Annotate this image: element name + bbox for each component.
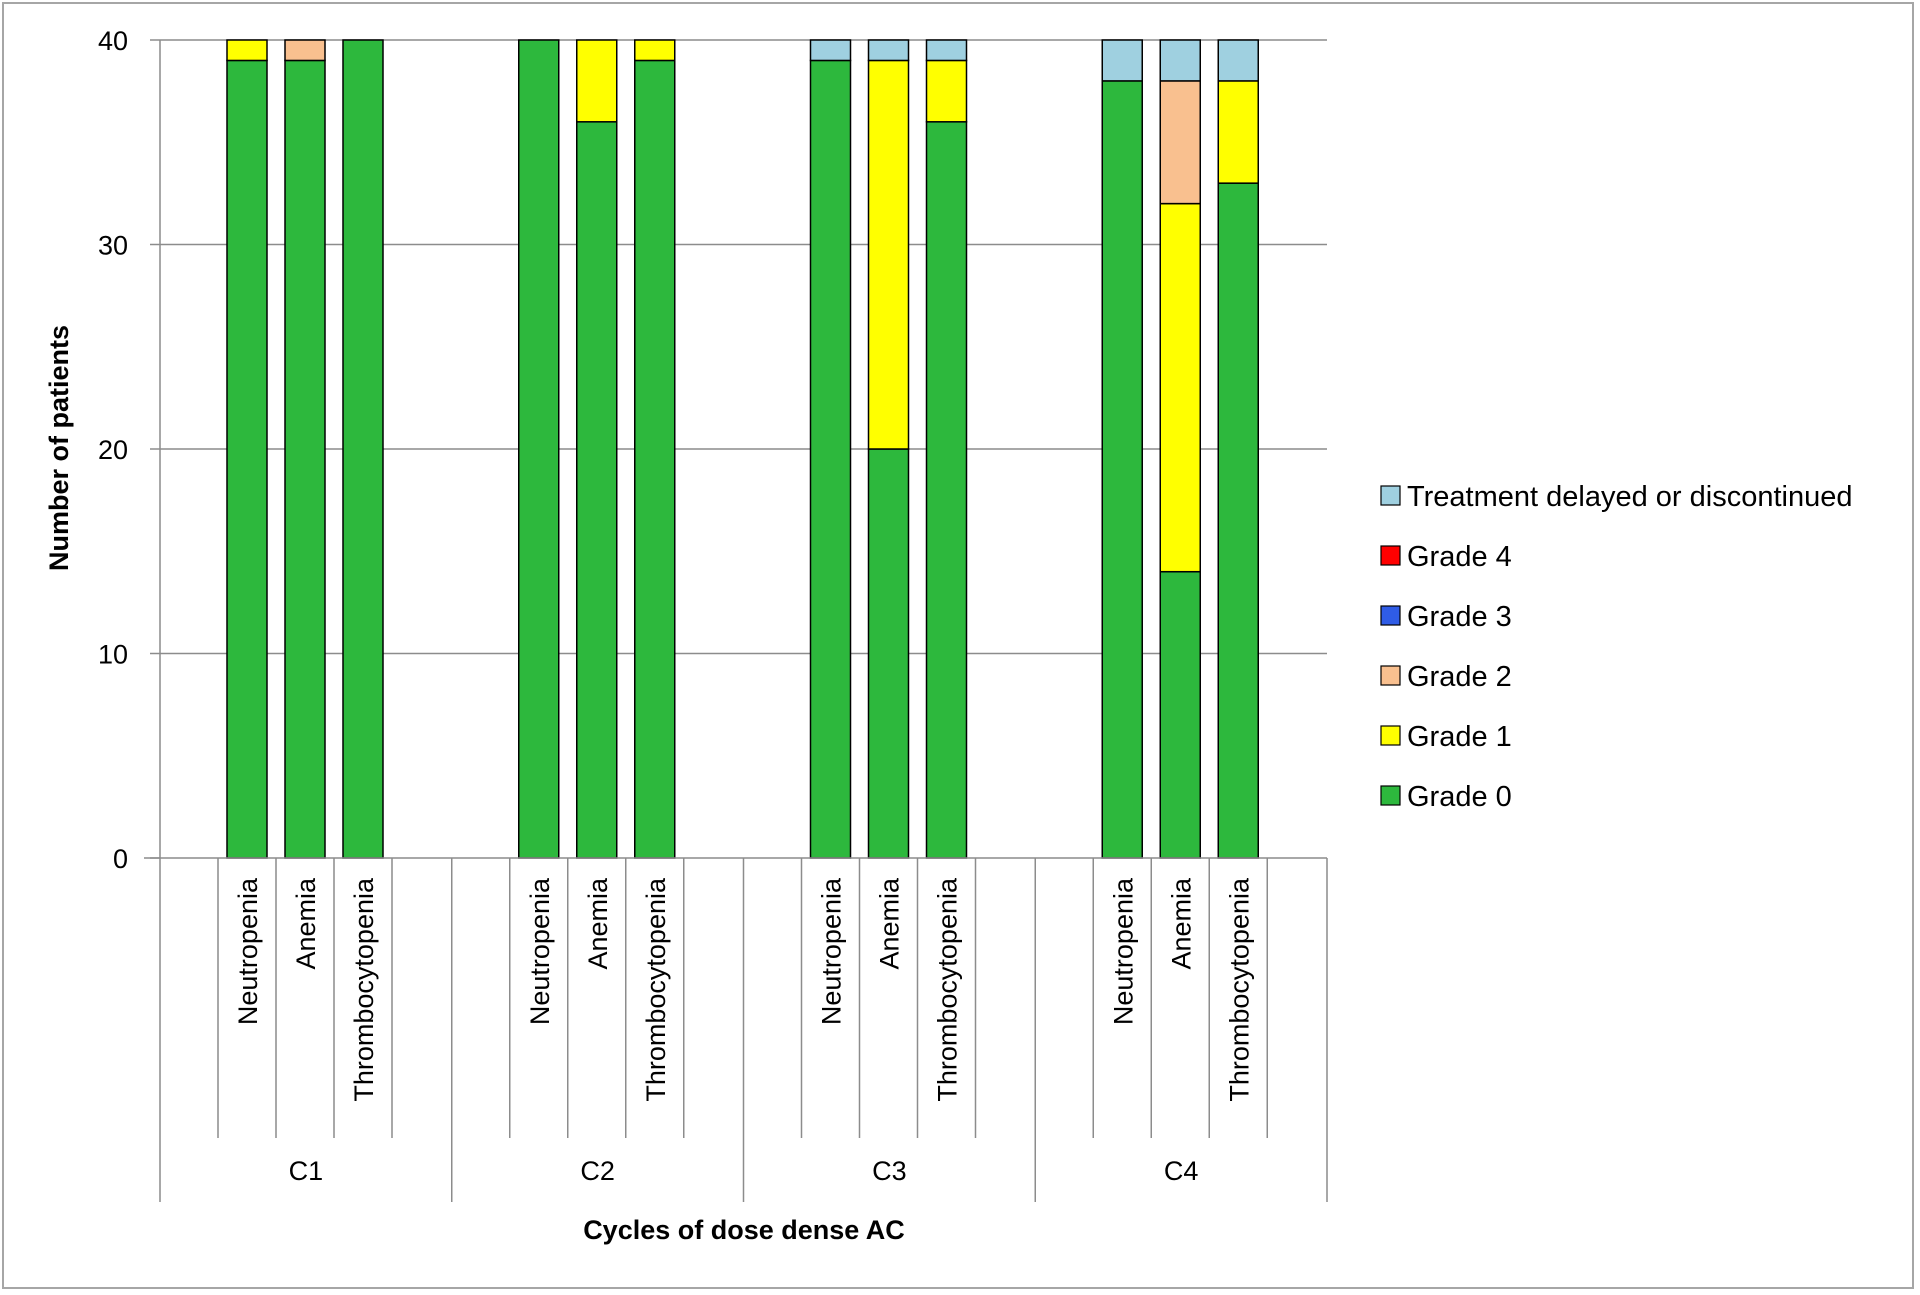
- y-tick-label-0: 0: [113, 844, 128, 874]
- y-axis-label: Number of patients: [44, 325, 74, 571]
- bar-C2-neutropenia-grade-0: [518, 39, 560, 859]
- legend-label-grade-0: Grade 0: [1407, 781, 1512, 813]
- legend-label-grade-4: Grade 4: [1407, 541, 1512, 573]
- bar-C2-thrombocytopenia-grade-0: [634, 59, 676, 859]
- bar-C4-anemia-grade-2: [1159, 80, 1201, 205]
- bar-C4-anemia-treatment-delayed-or-discontinued: [1159, 39, 1201, 82]
- bar-C4-anemia-grade-0: [1159, 570, 1201, 859]
- x-category-label-anemia: Anemia: [583, 877, 613, 970]
- x-category-label-neutropenia: Neutropenia: [525, 877, 555, 1025]
- bar-C3-neutropenia-grade-0: [809, 59, 852, 859]
- legend-label-grade-3: Grade 3: [1407, 601, 1512, 633]
- legend-label-grade-1: Grade 1: [1407, 721, 1512, 753]
- x-category-label-thrombocytopenia: Thrombocytopenia: [1224, 877, 1254, 1102]
- axes: [144, 39, 1328, 1202]
- gridlines: [160, 39, 1327, 655]
- bar-C1-anemia-grade-0: [284, 59, 326, 859]
- bar-C1-neutropenia-grade-0: [226, 59, 268, 859]
- y-tick-label-10: 10: [98, 640, 128, 670]
- legend-label-grade-2: Grade 2: [1407, 661, 1512, 693]
- x-axis-label: Cycles of dose dense AC: [583, 1215, 905, 1245]
- bar-C4-anemia-grade-1: [1159, 202, 1201, 573]
- y-tick-label-30: 30: [98, 231, 128, 261]
- x-category-label-neutropenia: Neutropenia: [817, 877, 847, 1025]
- y-tick-labels: 0 10 20 30 40: [98, 26, 128, 874]
- bar-C1-anemia-grade-2: [284, 39, 326, 62]
- x-group-label-c3: C3: [872, 1156, 907, 1186]
- bar-C3-anemia-treatment-delayed-or-discontinued: [867, 39, 910, 62]
- x-group-label-c1: C1: [289, 1156, 324, 1186]
- bar-C2-thrombocytopenia-grade-1: [634, 39, 676, 62]
- legend-swatch-grade-0: [1380, 785, 1401, 806]
- x-category-label-anemia: Anemia: [875, 877, 905, 970]
- legend-swatch-grade-2: [1380, 665, 1401, 686]
- bar-C3-anemia-grade-0: [867, 448, 910, 859]
- bar-C3-anemia-grade-1: [867, 59, 910, 450]
- bar-C4-thrombocytopenia-grade-1: [1217, 80, 1259, 184]
- legend: Treatment delayed or discontinued Grade 4…: [1380, 481, 1852, 813]
- x-category-labels: Neutropenia Anemia Thrombocytopenia Neutrop…: [233, 877, 1254, 1102]
- x-category-label-thrombocytopenia: Thrombocytopenia: [933, 877, 963, 1102]
- x-category-label-thrombocytopenia: Thrombocytopenia: [349, 877, 379, 1102]
- x-category-label-thrombocytopenia: Thrombocytopenia: [641, 877, 671, 1102]
- legend-swatch-grade-3: [1380, 605, 1401, 626]
- bar-C1-neutropenia-grade-1: [226, 39, 268, 62]
- x-category-label-neutropenia: Neutropenia: [233, 877, 263, 1025]
- legend-swatch-treatment-delayed-or-discontinued: [1380, 485, 1401, 506]
- x-group-label-c4: C4: [1164, 1156, 1199, 1186]
- x-group-label-c2: C2: [580, 1156, 615, 1186]
- bar-C3-thrombocytopenia-treatment-delayed-or-discontinued: [925, 39, 968, 62]
- x-group-labels: C1 C2 C3 C4: [289, 1156, 1199, 1186]
- x-category-label-anemia: Anemia: [291, 877, 321, 970]
- bar-C4-thrombocytopenia-treatment-delayed-or-discontinued: [1217, 39, 1259, 82]
- legend-label-treatment-delayed-or-discontinued: Treatment delayed or discontinued: [1407, 481, 1852, 513]
- bar-C4-neutropenia-grade-0: [1101, 80, 1143, 859]
- x-category-label-anemia: Anemia: [1166, 877, 1196, 970]
- bar-C2-anemia-grade-1: [576, 39, 618, 123]
- x-category-label-neutropenia: Neutropenia: [1108, 877, 1138, 1025]
- bar-C2-anemia-grade-0: [576, 121, 618, 859]
- bar-C4-thrombocytopenia-grade-0: [1217, 182, 1259, 859]
- bar-C4-neutropenia-treatment-delayed-or-discontinued: [1101, 39, 1143, 82]
- y-tick-label-20: 20: [98, 435, 128, 465]
- bar-C3-neutropenia-treatment-delayed-or-discontinued: [809, 39, 852, 62]
- legend-swatch-grade-4: [1380, 545, 1401, 566]
- bar-C3-thrombocytopenia-grade-0: [925, 121, 968, 859]
- legend-swatch-grade-1: [1380, 725, 1401, 746]
- bar-C1-thrombocytopenia-grade-0: [342, 39, 384, 859]
- y-tick-label-40: 40: [98, 26, 128, 56]
- bar-C3-thrombocytopenia-grade-1: [925, 59, 968, 123]
